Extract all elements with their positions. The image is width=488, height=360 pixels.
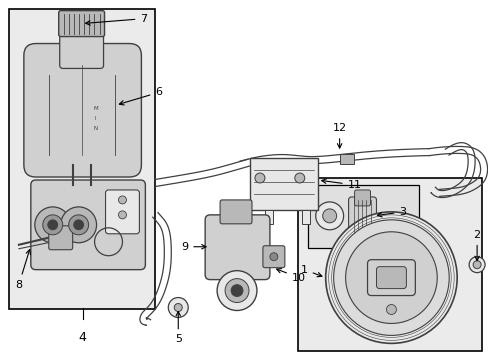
Circle shape xyxy=(294,173,304,183)
Circle shape xyxy=(174,303,182,311)
FancyBboxPatch shape xyxy=(105,190,139,234)
FancyBboxPatch shape xyxy=(49,226,73,250)
Circle shape xyxy=(472,261,480,269)
Bar xyxy=(339,154,353,164)
Circle shape xyxy=(168,298,188,318)
Circle shape xyxy=(74,220,83,230)
Text: 10: 10 xyxy=(276,269,305,283)
Circle shape xyxy=(333,220,448,336)
FancyBboxPatch shape xyxy=(367,260,414,296)
Text: 2: 2 xyxy=(472,230,480,261)
Text: N: N xyxy=(93,126,98,131)
Bar xyxy=(301,210,309,224)
FancyBboxPatch shape xyxy=(263,246,285,268)
Circle shape xyxy=(61,207,96,243)
Circle shape xyxy=(322,209,336,223)
Text: 7: 7 xyxy=(85,14,147,25)
Circle shape xyxy=(48,220,58,230)
Text: 3: 3 xyxy=(377,207,406,217)
Circle shape xyxy=(118,196,126,204)
Bar xyxy=(249,158,317,210)
Circle shape xyxy=(345,232,436,323)
Text: I: I xyxy=(95,116,96,121)
Circle shape xyxy=(35,207,71,243)
FancyBboxPatch shape xyxy=(31,180,145,270)
FancyBboxPatch shape xyxy=(376,267,406,289)
Circle shape xyxy=(118,211,126,219)
Circle shape xyxy=(468,257,484,273)
Bar xyxy=(307,185,419,248)
Circle shape xyxy=(68,215,88,235)
Circle shape xyxy=(230,285,243,297)
Text: 12: 12 xyxy=(332,123,346,148)
Circle shape xyxy=(315,202,343,230)
Circle shape xyxy=(386,305,396,315)
Circle shape xyxy=(42,215,62,235)
FancyBboxPatch shape xyxy=(205,215,269,280)
Text: 8: 8 xyxy=(15,249,30,289)
FancyBboxPatch shape xyxy=(60,28,103,68)
Bar xyxy=(264,210,272,224)
Circle shape xyxy=(269,253,277,261)
Text: M: M xyxy=(93,106,98,111)
Text: 1: 1 xyxy=(300,265,321,277)
FancyBboxPatch shape xyxy=(348,197,376,235)
Bar xyxy=(9,9,155,310)
Bar xyxy=(297,178,481,351)
FancyBboxPatch shape xyxy=(220,200,251,224)
FancyBboxPatch shape xyxy=(59,11,104,37)
Text: 6: 6 xyxy=(119,87,162,105)
Text: 9: 9 xyxy=(181,242,206,252)
Circle shape xyxy=(325,212,456,343)
Text: 11: 11 xyxy=(321,179,361,190)
Text: 4: 4 xyxy=(79,331,86,344)
Circle shape xyxy=(224,279,248,302)
Circle shape xyxy=(254,173,264,183)
Text: 5: 5 xyxy=(174,311,182,345)
FancyBboxPatch shape xyxy=(24,44,141,177)
Circle shape xyxy=(217,271,256,310)
FancyBboxPatch shape xyxy=(354,190,370,206)
